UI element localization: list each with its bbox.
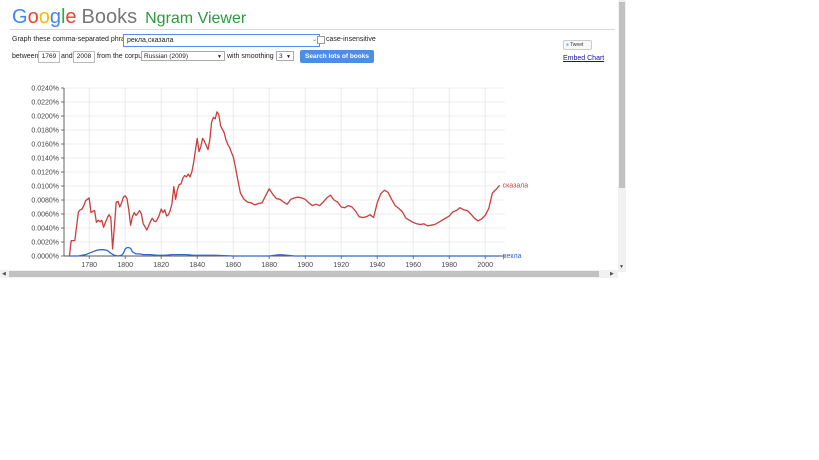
smoothing-label: with smoothing of [227, 53, 282, 60]
logo-books: Books [81, 6, 138, 28]
x-tick-label: 1960 [405, 262, 421, 269]
case-insensitive-label: case-insensitive [326, 36, 376, 43]
smoothing-select[interactable]: 3 ▼ [276, 51, 294, 61]
x-tick-label: 1980 [441, 262, 457, 269]
chevron-down-icon: ▼ [286, 54, 291, 60]
logo-letter: o [38, 6, 50, 28]
embed-chart-link[interactable]: Embed Chart [563, 55, 605, 62]
x-tick-label: 1880 [261, 262, 277, 269]
search-button[interactable]: Search lots of books [300, 50, 374, 63]
logo-letter: e [65, 6, 77, 28]
series-line [68, 111, 501, 257]
logo-letter: o [27, 6, 39, 28]
vertical-scroll-thumb[interactable] [619, 2, 625, 188]
google-books-logo[interactable]: Google Books Ngram Viewer [12, 6, 246, 30]
x-tick-label: 1780 [81, 262, 97, 269]
between-label: between [12, 53, 39, 60]
corpus-value: Russian (2009) [144, 53, 189, 60]
logo-letter: G [12, 6, 28, 28]
x-tick-label: 1920 [333, 262, 349, 269]
corpus-label: from the corpus [97, 53, 146, 60]
series-label: сказала [503, 182, 529, 189]
scroll-left-icon[interactable]: ◀ [2, 271, 6, 277]
logo-letter: g [49, 6, 61, 28]
y-tick-label: 0.0180% [31, 128, 59, 135]
series-line [69, 246, 500, 257]
y-tick-label: 0.0000% [31, 254, 59, 261]
x-tick-label: 1820 [153, 262, 169, 269]
y-tick-label: 0.0060% [31, 212, 59, 219]
y-tick-label: 0.0100% [31, 184, 59, 191]
phrases-input[interactable]: рекла,сказала ⌄ [123, 34, 320, 47]
x-tick-label: 1860 [225, 262, 241, 269]
header-divider [10, 29, 615, 30]
start-year-input[interactable]: 1769 [38, 51, 60, 63]
and-label: and [61, 53, 73, 60]
y-tick-label: 0.0220% [31, 100, 59, 107]
y-tick-label: 0.0080% [31, 198, 59, 205]
end-year-input[interactable]: 2008 [73, 51, 95, 63]
y-tick-label: 0.0140% [31, 156, 59, 163]
x-tick-label: 1840 [189, 262, 205, 269]
y-tick-label: 0.0040% [31, 226, 59, 233]
ngram-viewer-page: Google Books Ngram Viewer Graph these comm… [0, 0, 627, 278]
horizontal-scroll-thumb[interactable] [9, 271, 599, 277]
scroll-down-icon[interactable]: ▼ [619, 264, 624, 270]
smoothing-value: 3 [279, 53, 283, 60]
y-tick-label: 0.0120% [31, 170, 59, 177]
y-tick-label: 0.0160% [31, 142, 59, 149]
phrases-value: рекла,сказала [127, 37, 174, 44]
scroll-right-icon[interactable]: ▶ [610, 271, 614, 277]
x-tick-label: 1800 [117, 262, 133, 269]
page-title: Ngram Viewer [145, 10, 247, 27]
y-tick-label: 0.0200% [31, 114, 59, 121]
y-tick-label: 0.0020% [31, 240, 59, 247]
x-tick-label: 1900 [297, 262, 313, 269]
x-tick-label: 1940 [369, 262, 385, 269]
y-tick-label: 0.0240% [31, 86, 59, 93]
phrases-label: Graph these comma-separated phrases: [12, 36, 138, 43]
autocomplete-icon: ⌄ [311, 37, 317, 43]
chevron-down-icon: ▼ [217, 54, 222, 60]
case-insensitive-checkbox[interactable] [317, 36, 325, 44]
logo-letter: l [60, 6, 66, 28]
corpus-select[interactable]: Russian (2009) ▼ [141, 51, 225, 61]
ngram-chart: 0.0000% 0.0020% 0.0040% 0.0060% 0.0080% 0.010… [31, 86, 529, 270]
twitter-bird-icon: ● [566, 42, 570, 48]
x-tick-label: 2000 [477, 262, 493, 269]
tweet-label: Tweet [570, 42, 584, 48]
tweet-button[interactable]: ●Tweet [563, 40, 592, 50]
series-label: рекла [503, 253, 522, 260]
